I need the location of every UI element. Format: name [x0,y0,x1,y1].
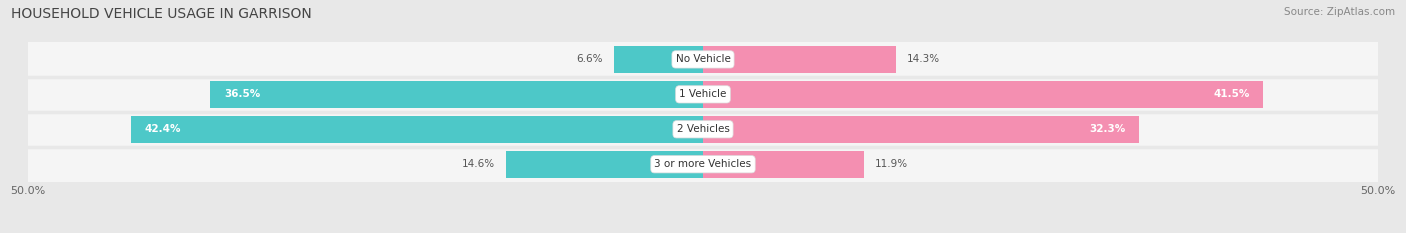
Bar [28,42,1378,77]
Text: 14.6%: 14.6% [463,159,495,169]
Bar [28,77,1378,112]
Bar [28,112,1378,147]
Bar [506,151,703,178]
Text: 6.6%: 6.6% [576,55,603,64]
Bar [703,151,863,178]
Text: 3 or more Vehicles: 3 or more Vehicles [654,159,752,169]
Bar [703,81,1263,108]
Text: 32.3%: 32.3% [1090,124,1125,134]
Bar [28,147,1378,182]
Text: HOUSEHOLD VEHICLE USAGE IN GARRISON: HOUSEHOLD VEHICLE USAGE IN GARRISON [11,7,312,21]
Text: 36.5%: 36.5% [224,89,260,99]
Bar [703,116,1139,143]
Bar [211,81,703,108]
Bar [614,46,703,73]
Text: 41.5%: 41.5% [1213,89,1250,99]
Bar [131,116,703,143]
Text: 11.9%: 11.9% [875,159,907,169]
Bar [703,46,896,73]
Text: 42.4%: 42.4% [145,124,181,134]
Text: 14.3%: 14.3% [907,55,941,64]
Text: Source: ZipAtlas.com: Source: ZipAtlas.com [1284,7,1395,17]
Text: No Vehicle: No Vehicle [675,55,731,64]
Text: 2 Vehicles: 2 Vehicles [676,124,730,134]
Text: 1 Vehicle: 1 Vehicle [679,89,727,99]
